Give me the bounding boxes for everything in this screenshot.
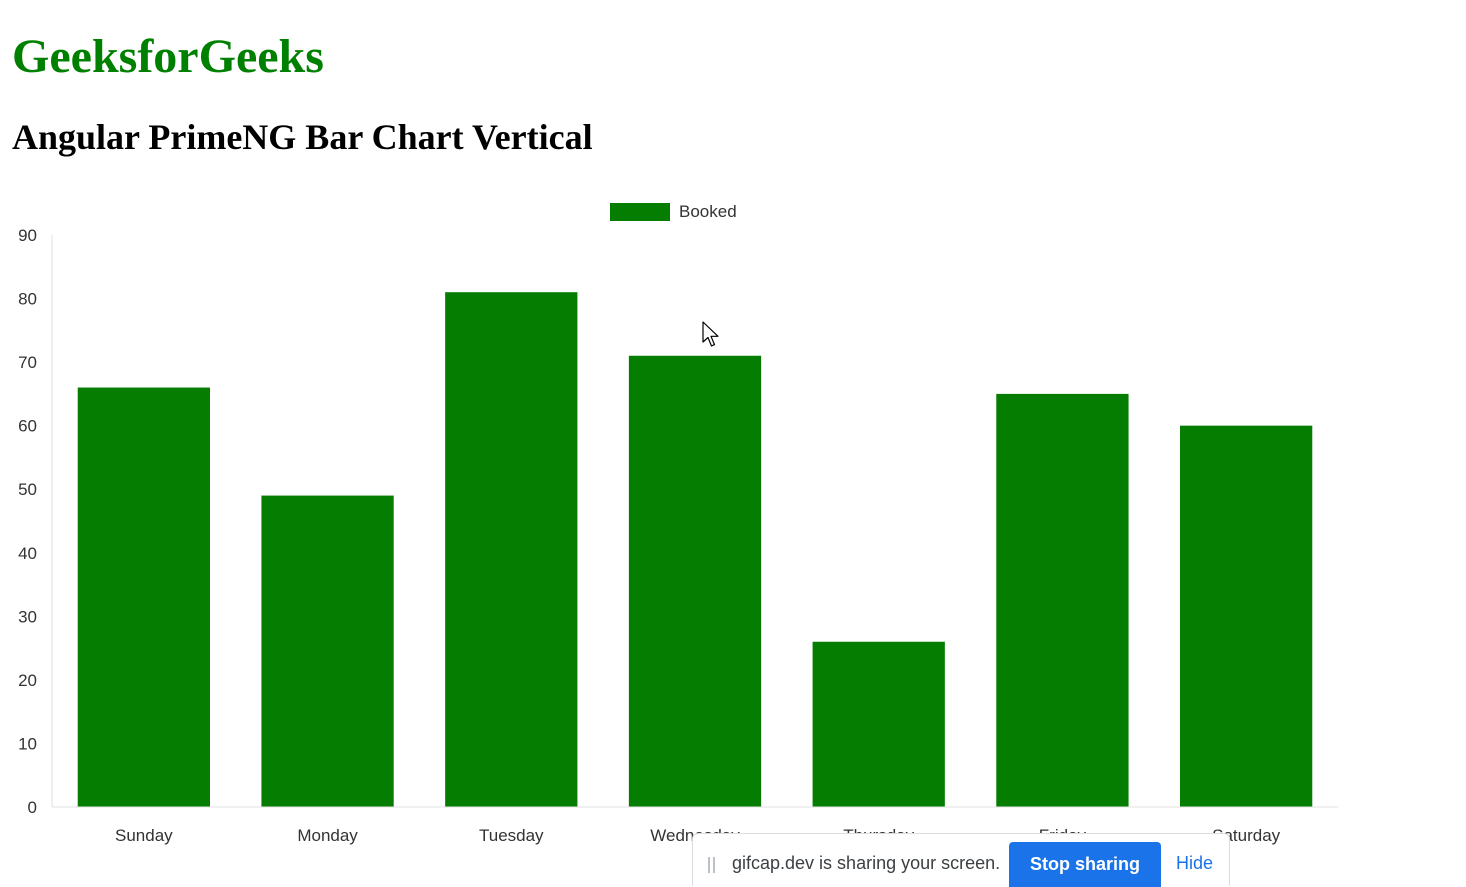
share-message: gifcap.dev is sharing your screen. xyxy=(732,853,1001,873)
chart-legend[interactable]: Booked xyxy=(610,202,737,221)
bar-tuesday[interactable] xyxy=(445,292,578,807)
legend-swatch-booked xyxy=(610,203,670,221)
y-tick-label: 30 xyxy=(18,607,37,626)
y-tick-label: 0 xyxy=(28,798,37,817)
bar-friday[interactable] xyxy=(996,393,1129,807)
bar-series xyxy=(77,292,1313,807)
x-tick-label: Sunday xyxy=(115,826,173,845)
page-title: Angular PrimeNG Bar Chart Vertical xyxy=(12,117,593,157)
y-tick-label: 20 xyxy=(18,671,37,690)
y-tick-label: 50 xyxy=(18,480,37,499)
y-tick-label: 40 xyxy=(18,544,37,563)
y-tick-label: 10 xyxy=(18,734,37,753)
bar-saturday[interactable] xyxy=(1180,425,1313,807)
y-tick-label: 90 xyxy=(18,226,37,245)
bar-monday[interactable] xyxy=(261,495,394,807)
y-tick-label: 70 xyxy=(18,353,37,372)
screen-share-bar: gifcap.dev is sharing your screen. Stop … xyxy=(692,833,1230,887)
y-tick-label: 80 xyxy=(18,290,37,309)
brand-title: GeeksforGeeks xyxy=(12,30,324,83)
bar-thursday[interactable] xyxy=(812,641,945,807)
drag-handle-icon[interactable] xyxy=(708,857,715,873)
bar-chart: Booked 0 10 20 30 40 50 60 70 80 90 Sunday Monday T… xyxy=(18,202,1338,845)
x-tick-label: Monday xyxy=(297,826,358,845)
hide-button[interactable]: Hide xyxy=(1176,853,1214,873)
y-tick-label: 60 xyxy=(18,417,37,436)
mouse-pointer-icon xyxy=(702,321,719,347)
legend-label-booked: Booked xyxy=(679,202,737,221)
bar-sunday[interactable] xyxy=(77,387,210,807)
x-tick-label: Tuesday xyxy=(479,826,544,845)
y-axis: 0 10 20 30 40 50 60 70 80 90 xyxy=(18,226,53,817)
bar-wednesday[interactable] xyxy=(628,355,762,807)
stop-sharing-button[interactable]: Stop sharing xyxy=(1009,842,1161,887)
